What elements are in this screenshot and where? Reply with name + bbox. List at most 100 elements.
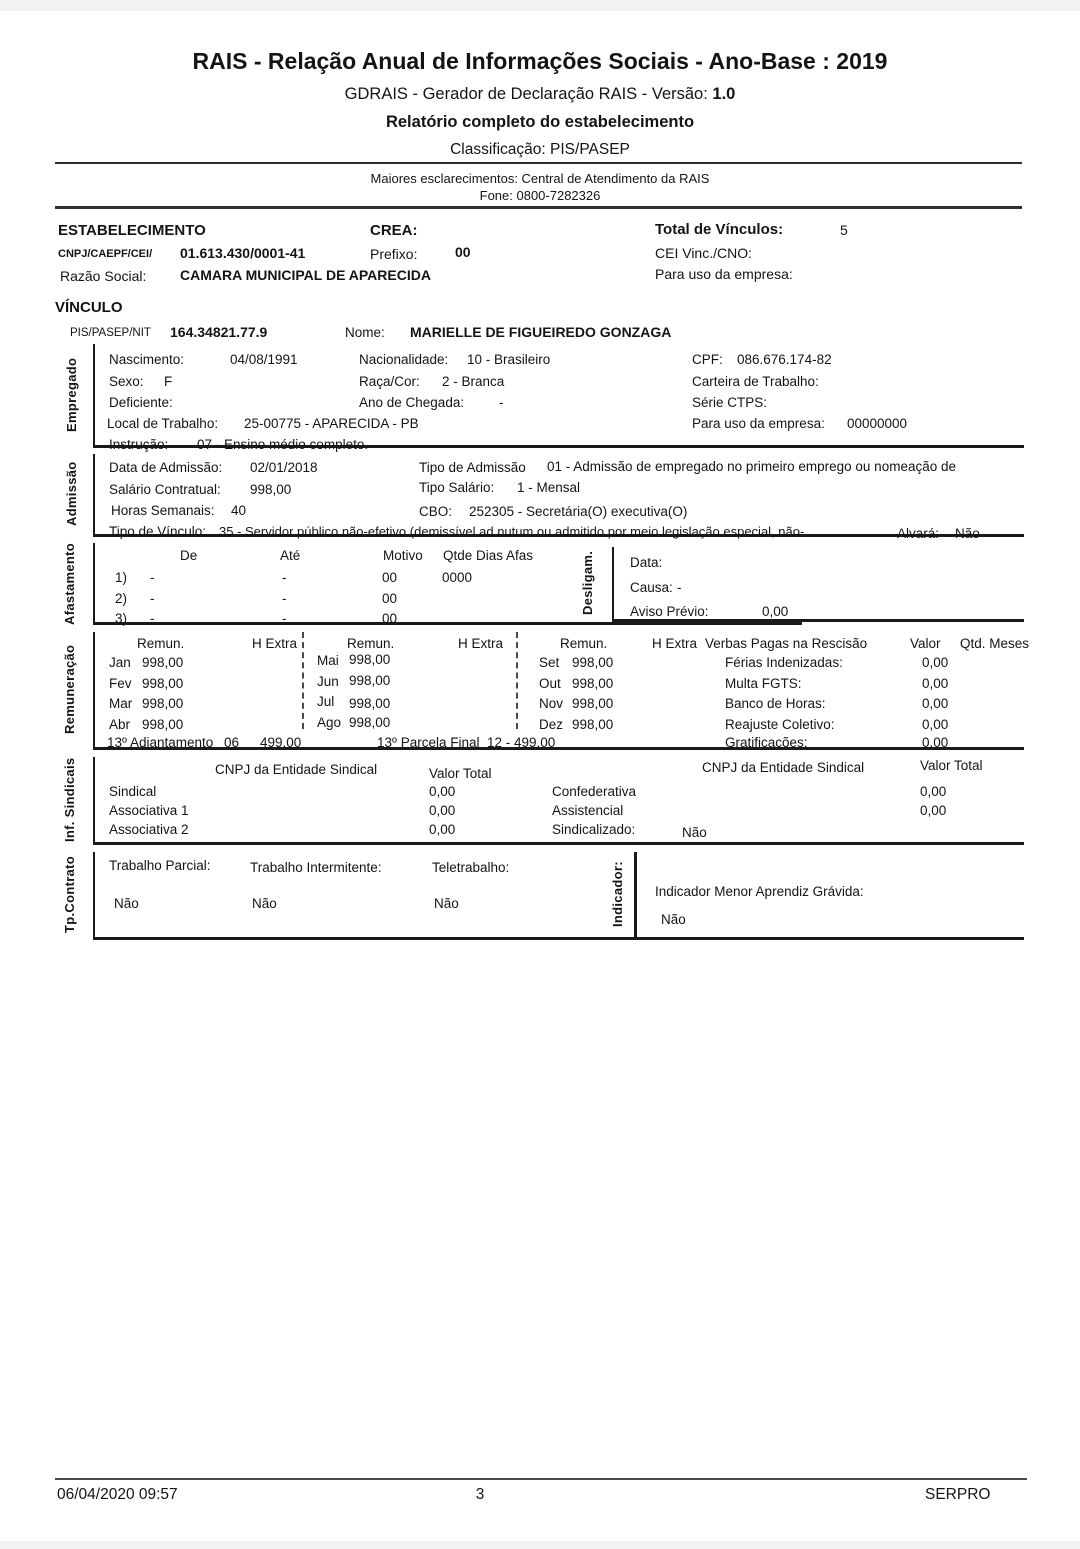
valor-total-header: Valor Total — [920, 758, 983, 773]
alvara-label: Alvará: — [897, 526, 940, 541]
month-value: 998,00 — [142, 676, 184, 691]
top-strip — [0, 0, 1080, 11]
rescisao-value: 0,00 — [922, 717, 949, 732]
teletrabalho-label: Teletrabalho: — [432, 860, 510, 875]
subtitle-prefix: GDRAIS - Gerador de Declaração RAIS - Ve… — [344, 85, 713, 103]
total-vinculos-label: Total de Vínculos: — [655, 221, 784, 238]
rescisao-value: 0,00 — [922, 735, 949, 750]
raca-label: Raça/Cor: — [359, 374, 420, 389]
qtd-meses-header: Qtd. Meses — [960, 636, 1030, 651]
afast-row-num: 3) — [115, 611, 128, 626]
cei-vinc-label: CEI Vinc./CNO: — [655, 245, 752, 261]
carteira-label: Carteira de Trabalho: — [692, 374, 819, 389]
footer-brand: SERPRO — [925, 1486, 991, 1503]
help-line-1: Maiores esclarecimentos: Central de Aten… — [370, 171, 710, 186]
bottom-strip — [0, 1541, 1080, 1549]
cnpj-sindical-header: CNPJ da Entidade Sindical — [702, 760, 865, 775]
report-title: Relatório completo do estabelecimento — [385, 113, 695, 131]
month-value: 998,00 — [142, 655, 184, 670]
afast-header-ate: Até — [280, 548, 301, 563]
empregado-box: Nascimento: 04/08/1991 Nacionalidade: 10… — [93, 344, 1024, 452]
cnpj-value: 01.613.430/0001-41 — [180, 245, 306, 261]
data-admissao-label: Data de Admissão: — [109, 460, 223, 475]
local-trabalho-label: Local de Trabalho: — [107, 416, 219, 431]
rescisao-label: Reajuste Coletivo: — [725, 717, 835, 732]
month-label: Set — [539, 655, 560, 670]
afast-row-num: 2) — [115, 591, 128, 606]
deficiente-label: Deficiente: — [109, 395, 173, 410]
sindical-label: Sindical — [109, 784, 157, 799]
classification: Classificação: PIS/PASEP — [450, 141, 630, 158]
column-divider-dashed — [516, 632, 518, 729]
trabalho-parcial-value: Não — [114, 896, 139, 911]
remuneracao-side-label: Remuneração — [62, 644, 77, 735]
cnpj-label: CNPJ/CAEPF/CEI/ — [58, 248, 153, 260]
month-label: Dez — [539, 717, 564, 732]
decimo-adiantamento-valor: 499,00 — [260, 735, 302, 750]
cpf-label: CPF: — [692, 352, 723, 367]
remun-header: Remun. — [137, 636, 185, 651]
indicador-menor-value: Não — [661, 912, 686, 927]
valor-header: Valor — [910, 636, 941, 651]
month-label: Ago — [317, 715, 342, 730]
raca-value: 2 - Branca — [442, 374, 505, 389]
afast-row-de: - — [150, 611, 155, 626]
month-value: 998,00 — [349, 652, 391, 667]
cbo-label: CBO: — [419, 504, 453, 519]
verbas-header: Verbas Pagas na Rescisão — [705, 636, 868, 651]
afast-row-num: 1) — [115, 570, 128, 585]
associativa1-label: Associativa 1 — [109, 803, 189, 818]
instrucao-label: Instrução: — [109, 437, 169, 452]
footer-page-number: 3 — [475, 1486, 485, 1503]
deslig-causa-label: Causa: — [630, 580, 673, 595]
month-value: 998,00 — [572, 696, 614, 711]
afast-header-de: De — [180, 548, 198, 563]
razao-social-label: Razão Social: — [60, 268, 147, 284]
deslig-data-label: Data: — [630, 555, 663, 570]
serie-ctps-label: Série CTPS: — [692, 395, 768, 410]
remun-header: Remun. — [560, 636, 608, 651]
prefixo-label: Prefixo: — [370, 246, 418, 262]
tipo-admissao-value: 01 - Admissão de empregado no primeiro e… — [547, 459, 956, 474]
tipo-admissao-label: Tipo de Admissão — [419, 460, 526, 475]
horas-label: Horas Semanais: — [111, 503, 215, 518]
sindicais-box: CNPJ da Entidade Sindical Valor Total CN… — [93, 757, 1024, 845]
para-uso-empresa-label: Para uso da empresa: — [655, 266, 793, 282]
ano-chegada-value: - — [499, 395, 504, 410]
month-label: Jun — [317, 674, 339, 689]
assistencial-label: Assistencial — [552, 803, 624, 818]
divider-line — [55, 162, 1022, 164]
rescisao-label: Gratificações: — [725, 735, 808, 750]
month-label: Mai — [317, 653, 339, 668]
salario-label: Salário Contratual: — [109, 482, 221, 497]
page-title: RAIS - Relação Anual de Informações Soci… — [192, 48, 888, 74]
footer-line — [55, 1478, 1027, 1480]
month-label: Nov — [539, 696, 564, 711]
establishment-title: ESTABELECIMENTO — [58, 222, 206, 239]
assistencial-value: 0,00 — [920, 803, 947, 818]
sindicalizado-label: Sindicalizado: — [552, 822, 636, 837]
month-label: Fev — [109, 676, 132, 691]
rescisao-label: Banco de Horas: — [725, 696, 826, 711]
rescisao-label: Multa FGTS: — [725, 676, 802, 691]
teletrabalho-value: Não — [434, 896, 459, 911]
admissao-side-label: Admissão — [64, 461, 79, 527]
indicador-menor-label: Indicador Menor Aprendiz Grávida: — [655, 884, 864, 899]
tipo-salario-value: 1 - Mensal — [517, 480, 581, 495]
associativa2-label: Associativa 2 — [109, 822, 189, 837]
trabalho-intermitente-value: Não — [252, 896, 277, 911]
sexo-label: Sexo: — [109, 374, 144, 389]
horas-value: 40 — [231, 503, 247, 518]
deslig-causa-value: - — [677, 580, 682, 595]
salario-value: 998,00 — [250, 482, 292, 497]
desligamento-box: Data: Causa: - Aviso Prévio: 0,00 — [612, 547, 1024, 622]
month-value: 998,00 — [349, 696, 391, 711]
associativa1-value: 0,00 — [429, 803, 456, 818]
nome-label: Nome: — [345, 325, 385, 340]
pis-value: 164.34821.77.9 — [170, 324, 268, 340]
tipo-salario-label: Tipo Salário: — [419, 480, 495, 495]
desligamento-side-label: Desligam. — [580, 550, 595, 616]
divider-line-thick — [55, 206, 1022, 209]
month-label: Mar — [109, 696, 133, 711]
afast-row-qtde: 0000 — [442, 570, 473, 585]
